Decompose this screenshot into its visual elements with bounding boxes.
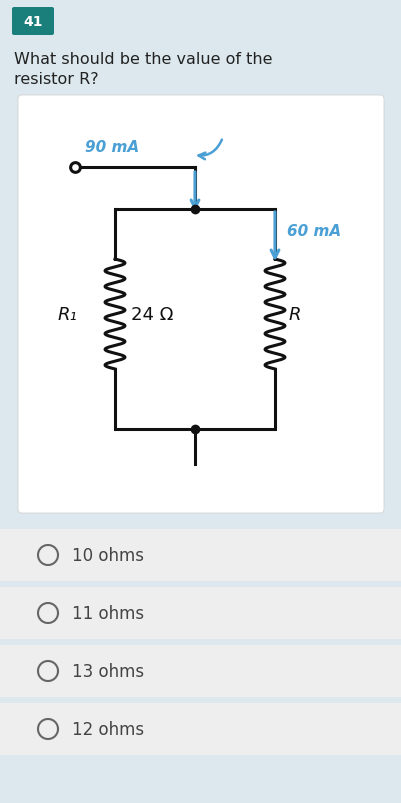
Bar <box>0 703 401 755</box>
FancyBboxPatch shape <box>18 96 383 513</box>
Text: 90 mA: 90 mA <box>85 141 139 155</box>
Text: 11 ohms: 11 ohms <box>72 604 144 622</box>
Text: What should be the value of the: What should be the value of the <box>14 52 272 67</box>
Text: resistor R?: resistor R? <box>14 72 98 87</box>
Bar <box>0 645 401 697</box>
FancyBboxPatch shape <box>12 8 54 36</box>
Text: 10 ohms: 10 ohms <box>72 546 144 565</box>
Text: 13 ohms: 13 ohms <box>72 662 144 680</box>
Text: 24 Ω: 24 Ω <box>131 306 173 324</box>
Text: 12 ohms: 12 ohms <box>72 720 144 738</box>
Bar <box>0 529 401 581</box>
Text: R: R <box>288 306 301 324</box>
Text: R₁: R₁ <box>57 306 77 324</box>
Text: 41: 41 <box>23 15 43 29</box>
Bar <box>0 587 401 639</box>
Text: 60 mA: 60 mA <box>286 224 340 239</box>
